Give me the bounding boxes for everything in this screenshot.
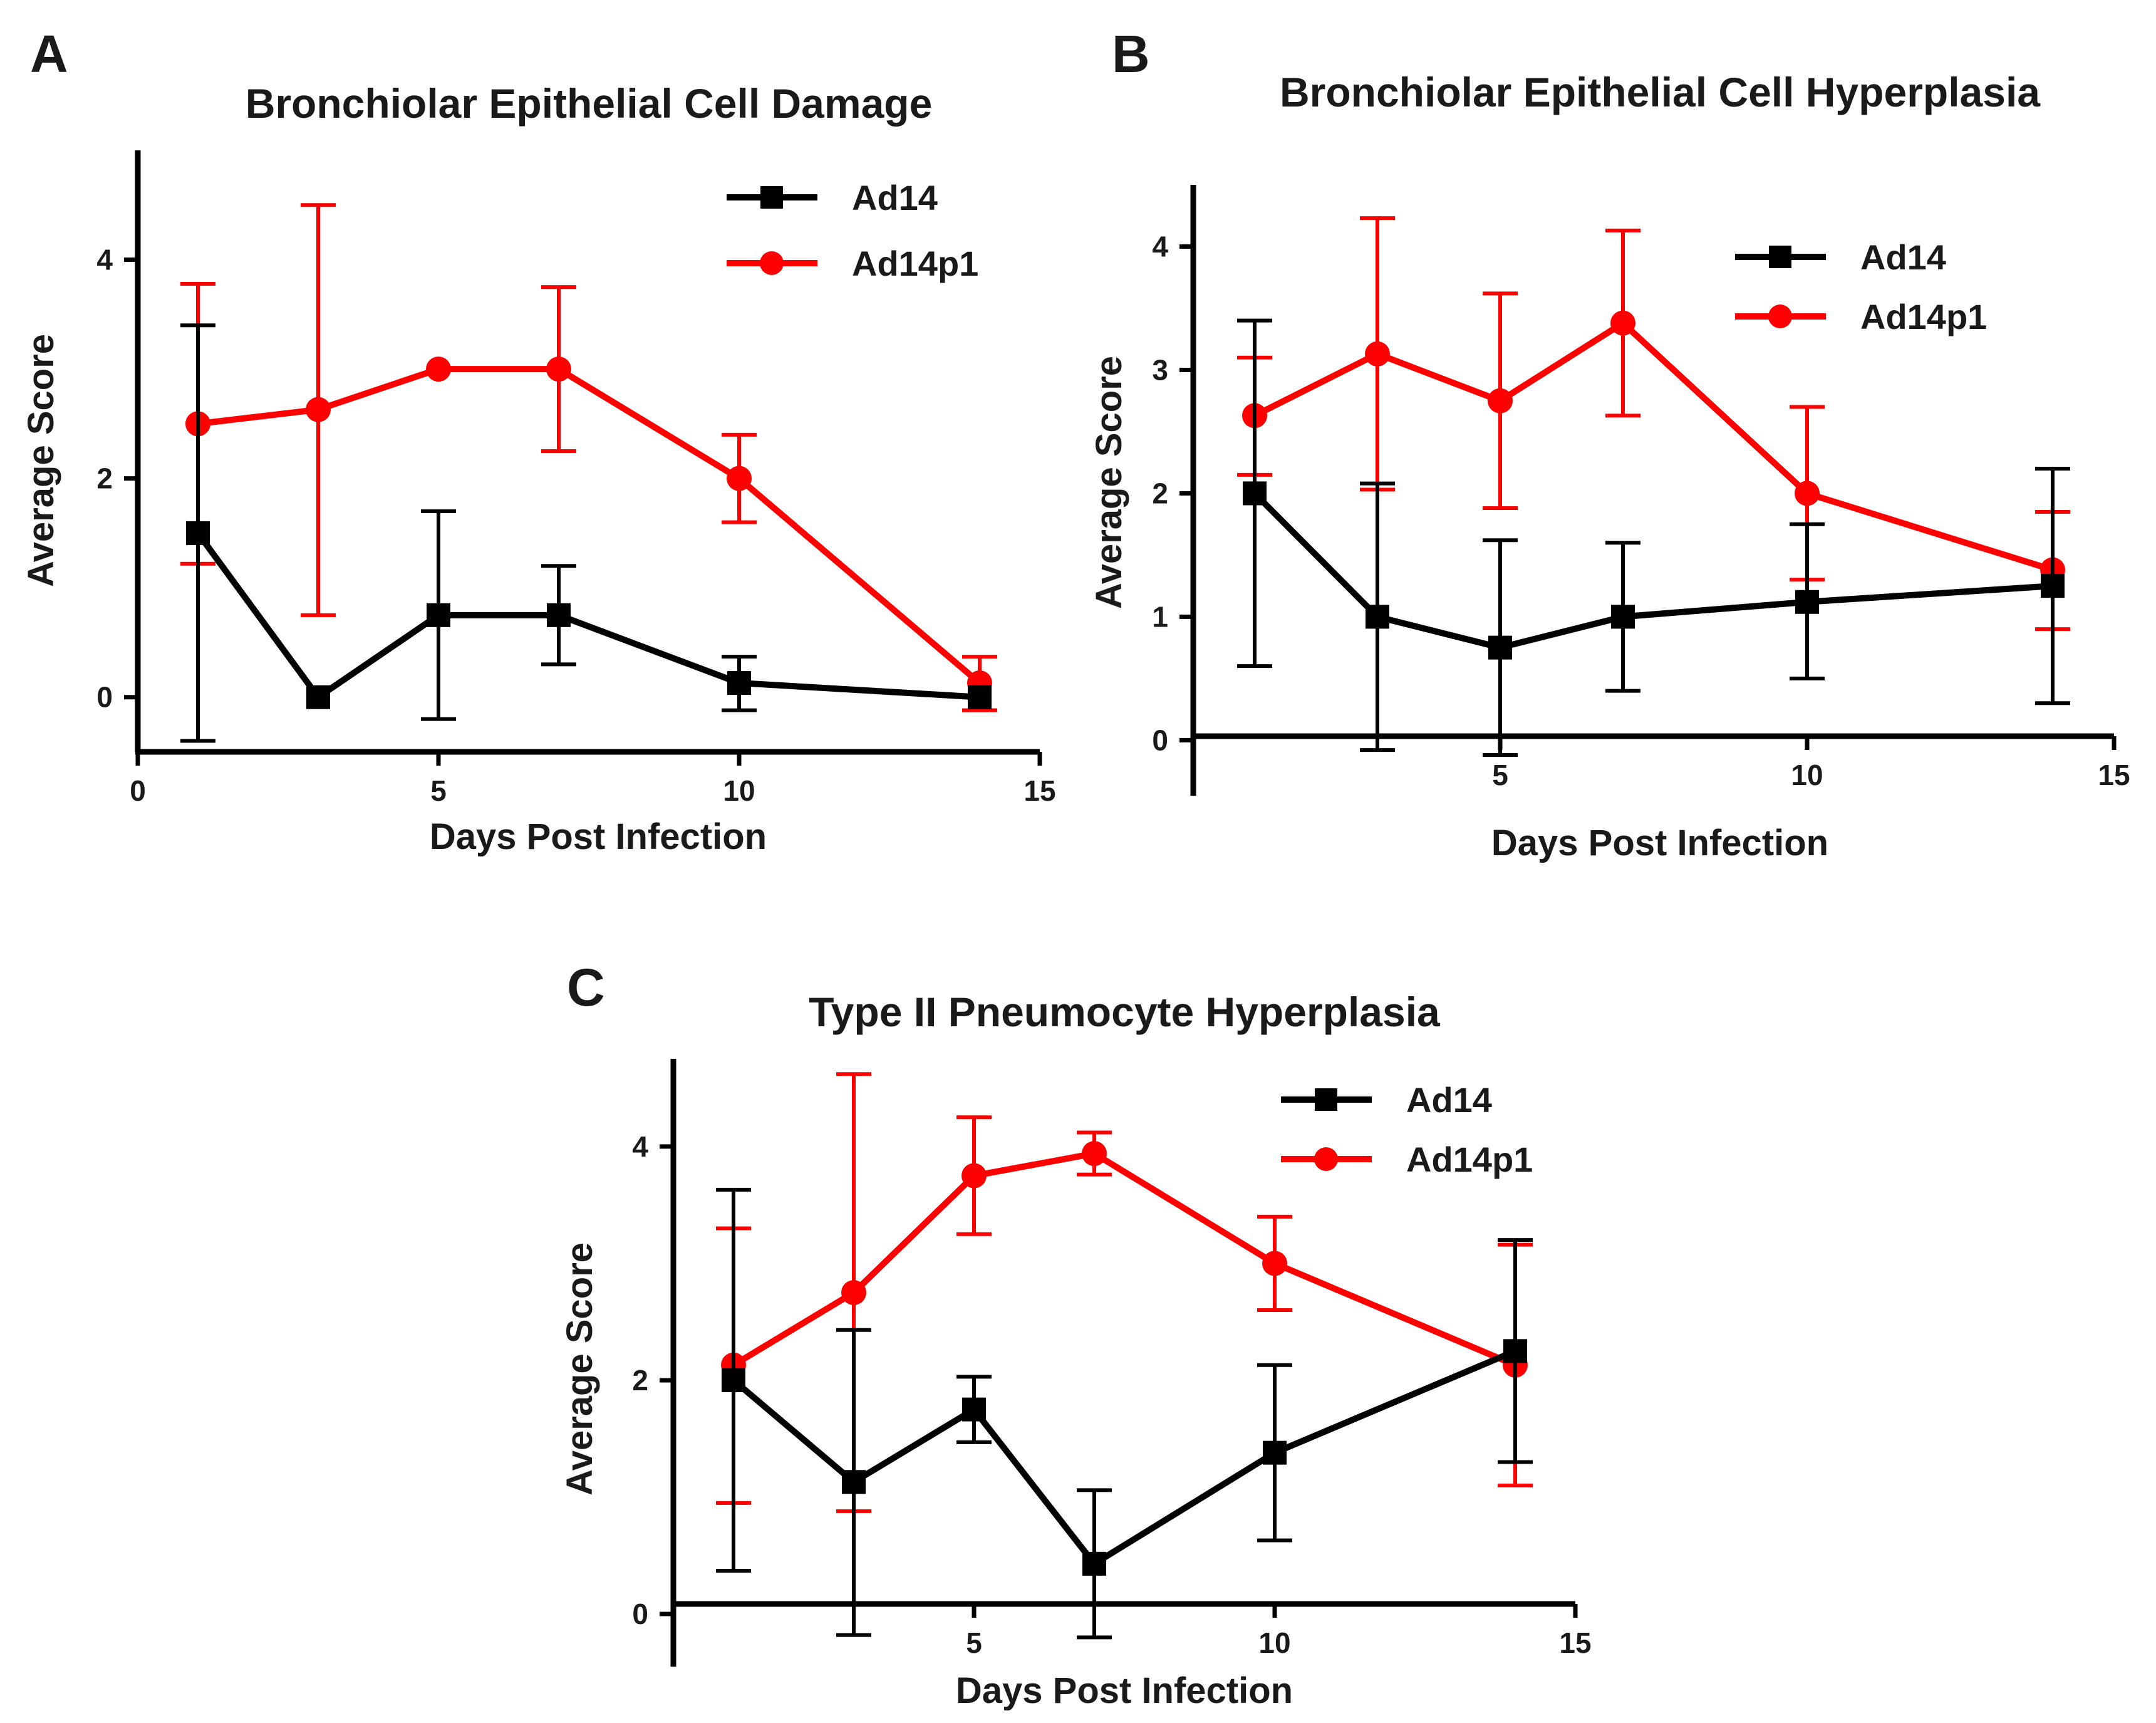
- data-point-ad14-b: [1243, 481, 1267, 506]
- y-tick-label-c: 2: [632, 1364, 648, 1397]
- plot-area-c: [716, 1072, 1533, 1640]
- y-tick-label-a: 4: [96, 244, 113, 276]
- y-tick-label-a: 2: [96, 462, 113, 495]
- series-line-ad14p1-a: [197, 366, 982, 685]
- data-point-ad14-a: [427, 603, 450, 627]
- y-tick-label-b: 0: [1152, 724, 1168, 756]
- panel-b: B Bronchiolar Epithelial Cell Hyperplasi…: [1089, 24, 2130, 863]
- data-point-ad14p1-c: [841, 1280, 866, 1306]
- legend-label-ad14-b: Ad14: [1860, 237, 1946, 277]
- panel-letter-a: A: [30, 24, 68, 83]
- plot-area-b: [1237, 216, 2070, 757]
- plot-area-a: [180, 203, 997, 743]
- data-point-ad14-b: [1366, 605, 1389, 629]
- x-tick-label-b: 5: [1492, 759, 1508, 791]
- data-point-ad14-b: [2041, 574, 2065, 598]
- y-tick-label-c: 4: [632, 1130, 648, 1163]
- series-ad14-a: [180, 323, 992, 743]
- legend-label-ad14-a: Ad14: [852, 178, 938, 217]
- data-point-ad14p1-b: [1365, 341, 1390, 367]
- y-tick-label-c: 0: [632, 1598, 648, 1630]
- y-tick-label-a: 0: [96, 681, 113, 714]
- series-ad14-b: [1237, 318, 2070, 757]
- legend-marker-ad14-b: [1769, 246, 1791, 268]
- data-point-ad14-a: [186, 521, 210, 545]
- data-point-ad14-a: [968, 685, 992, 709]
- y-tick-label-b: 4: [1152, 230, 1168, 263]
- data-point-ad14p1-a: [426, 357, 451, 382]
- y-axis-label-b: Average Score: [1089, 356, 1129, 609]
- x-tick-label-a: 5: [430, 774, 447, 807]
- y-axis-label-c: Average Score: [559, 1242, 600, 1496]
- data-point-ad14-c: [1082, 1551, 1106, 1576]
- data-point-ad14-a: [547, 603, 571, 627]
- data-point-ad14p1-b: [1610, 310, 1635, 336]
- legend-marker-ad14p1-b: [1768, 305, 1792, 328]
- series-line-ad14-c: [731, 1348, 1516, 1567]
- legend-label-ad14-c: Ad14: [1406, 1080, 1492, 1120]
- series-line-ad14p1-b: [1253, 320, 2054, 573]
- chart-title-b: Bronchiolar Epithelial Cell Hyperplasia: [1280, 69, 2041, 115]
- data-point-ad14-b: [1795, 590, 1819, 614]
- data-point-ad14-b: [1488, 635, 1512, 660]
- x-tick-label-a: 10: [723, 774, 755, 807]
- data-point-ad14-c: [1503, 1339, 1527, 1363]
- legend-label-ad14p1-b: Ad14p1: [1860, 297, 1987, 336]
- panel-a: A Bronchiolar Epithelial Cell Damage Day…: [21, 24, 1056, 857]
- data-point-ad14-c: [1263, 1440, 1287, 1465]
- data-point-ad14p1-a: [306, 397, 331, 422]
- legend-marker-ad14p1-a: [760, 251, 784, 275]
- data-point-ad14p1-a: [546, 357, 571, 382]
- data-point-ad14p1-a: [727, 466, 752, 491]
- series-line-ad14p1-c: [732, 1150, 1516, 1368]
- data-point-ad14-a: [306, 685, 330, 709]
- data-point-ad14p1-c: [1082, 1141, 1107, 1167]
- legend-label-ad14p1-c: Ad14p1: [1406, 1140, 1533, 1179]
- y-axis-label-a: Average Score: [21, 334, 61, 587]
- x-tick-label-a: 0: [130, 774, 146, 807]
- x-tick-label-a: 15: [1024, 774, 1055, 807]
- y-tick-label-b: 2: [1152, 477, 1168, 509]
- x-tick-label-c: 15: [1559, 1627, 1591, 1659]
- chart-title-c: Type II Pneumocyte Hyperplasia: [809, 989, 1441, 1035]
- data-point-ad14p1-b: [1488, 388, 1513, 414]
- data-point-ad14p1-c: [961, 1163, 987, 1189]
- x-axis-label-a: Days Post Infection: [430, 816, 767, 857]
- panel-c: C Type II Pneumocyte Hyperplasia Days Po…: [559, 958, 1592, 1711]
- x-axis-label-c: Days Post Infection: [956, 1670, 1293, 1711]
- x-tick-label-b: 10: [1791, 759, 1823, 791]
- data-point-ad14-b: [1611, 605, 1635, 629]
- legend-label-ad14p1-a: Ad14p1: [852, 244, 978, 283]
- data-point-ad14-a: [727, 671, 751, 695]
- data-point-ad14-c: [842, 1470, 866, 1494]
- data-point-ad14-c: [962, 1397, 986, 1422]
- x-tick-label-c: 10: [1258, 1627, 1290, 1659]
- data-point-ad14-c: [722, 1368, 745, 1392]
- data-point-ad14p1-b: [1795, 481, 1820, 506]
- y-tick-label-b: 3: [1152, 353, 1168, 386]
- legend-marker-ad14p1-c: [1314, 1147, 1338, 1171]
- legend-marker-ad14-a: [760, 186, 783, 209]
- series-line-ad14-b: [1252, 491, 2053, 651]
- chart-title-a: Bronchiolar Epithelial Cell Damage: [246, 80, 933, 127]
- x-axis-label-b: Days Post Infection: [1491, 823, 1828, 863]
- series-line-ad14-a: [195, 531, 980, 700]
- legend-marker-ad14-c: [1315, 1088, 1337, 1111]
- data-point-ad14p1-c: [1262, 1251, 1287, 1276]
- panel-letter-b: B: [1112, 24, 1150, 83]
- panel-letter-c: C: [567, 958, 605, 1017]
- series-ad14-c: [716, 1187, 1533, 1640]
- y-tick-label-b: 1: [1152, 600, 1168, 633]
- x-tick-label-b: 15: [2098, 759, 2130, 791]
- x-tick-label-c: 5: [966, 1627, 982, 1659]
